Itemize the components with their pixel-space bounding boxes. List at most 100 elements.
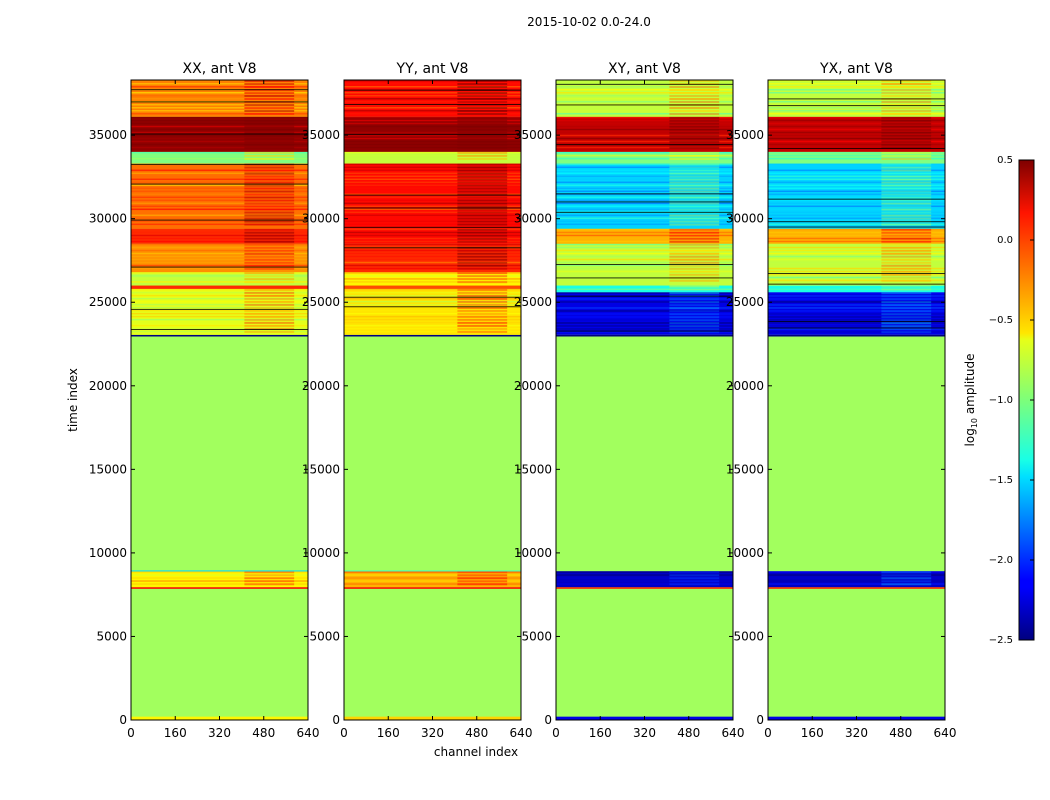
colorbar-tick-label: 0.5 <box>997 155 1013 166</box>
y-tick-label: 5000 <box>733 629 764 643</box>
y-tick-label: 30000 <box>726 212 764 226</box>
y-tick-label: 20000 <box>302 379 340 393</box>
colorbar-tick-label: −2.5 <box>989 635 1013 646</box>
heatmap-band <box>131 570 308 572</box>
heatmap-band <box>556 285 733 293</box>
y-tick-label: 35000 <box>514 128 552 142</box>
y-tick-label: 10000 <box>514 546 552 560</box>
x-tick-label: 320 <box>208 726 231 740</box>
heatmap-band <box>131 571 308 588</box>
heatmap-band <box>768 587 945 589</box>
x-tick-label: 480 <box>465 726 488 740</box>
x-tick-label: 160 <box>164 726 187 740</box>
y-tick-label: 10000 <box>726 546 764 560</box>
x-tick-label: 320 <box>421 726 444 740</box>
y-tick-label: 30000 <box>89 212 127 226</box>
x-tick-label: 0 <box>764 726 772 740</box>
y-tick-label: 35000 <box>302 128 340 142</box>
x-tick-label: 0 <box>127 726 135 740</box>
panel-title: XY, ant V8 <box>608 61 681 77</box>
panel-title: YY, ant V8 <box>396 61 469 77</box>
colorbar-tick-label: −1.0 <box>989 395 1013 406</box>
heatmap-band <box>131 151 308 164</box>
y-tick-label: 25000 <box>302 295 340 309</box>
y-tick-label: 5000 <box>521 629 552 643</box>
y-axis-label: time index <box>66 368 80 432</box>
heatmap-band <box>344 151 521 164</box>
heatmap-band <box>344 80 521 117</box>
heatmap-band <box>344 571 521 588</box>
heatmap-band <box>556 163 733 229</box>
heatmap-band <box>344 228 521 244</box>
heatmap-band <box>344 334 521 337</box>
y-tick-label: 30000 <box>514 212 552 226</box>
y-tick-label: 15000 <box>514 462 552 476</box>
heatmap-band <box>131 587 308 589</box>
x-tick-label: 320 <box>633 726 656 740</box>
colorbar-ticks: 0.5 0.0 −0.5 −1.0 −1.5 −2.0 −2.5 <box>989 155 1034 646</box>
panel-title: XX, ant V8 <box>183 61 257 77</box>
x-tick-label: 640 <box>934 726 957 740</box>
heatmap-band <box>768 292 945 335</box>
x-tick-label: 0 <box>340 726 348 740</box>
x-tick-label: 160 <box>377 726 400 740</box>
heatmap-band <box>344 587 521 589</box>
heatmap-band <box>768 116 945 152</box>
panels: XX, ant V8 0 160 320 480 640 0 5000 10000 15000 20… <box>89 61 957 740</box>
heatmap-band <box>556 80 733 117</box>
heatmap-band <box>556 243 733 286</box>
heatmap-band <box>131 243 308 273</box>
y-tick-label: 30000 <box>302 212 340 226</box>
y-tick-label: 15000 <box>89 462 127 476</box>
heatmap-band <box>131 80 308 117</box>
heatmap-band <box>556 571 733 588</box>
y-tick-label: 25000 <box>89 295 127 309</box>
y-tick-label: 0 <box>119 713 127 727</box>
heatmap-band <box>556 116 733 152</box>
y-tick-label: 35000 <box>89 128 127 142</box>
heatmap-band <box>344 288 521 335</box>
heatmap-band <box>768 163 945 229</box>
y-tick-label: 0 <box>756 713 764 727</box>
y-tick-label: 0 <box>332 713 340 727</box>
heatmap-band <box>131 163 308 229</box>
heatmap-band <box>344 570 521 572</box>
x-tick-label: 640 <box>297 726 320 740</box>
figure-title: 2015-10-02 0.0-24.0 <box>527 15 651 29</box>
panel-title: YX, ant V8 <box>819 61 893 77</box>
y-tick-label: 5000 <box>309 629 340 643</box>
heatmap-band <box>768 285 945 293</box>
heatmap-band <box>131 228 308 244</box>
panel-1: XX, ant V8 0 160 320 480 640 0 5000 10000 15000 20… <box>89 61 320 740</box>
heatmap-band <box>556 151 733 164</box>
panel-2: YY, ant V8 0 160 320 480 640 0 5000 10000 15000 20… <box>302 61 533 740</box>
heatmap-band <box>768 571 945 588</box>
heatmap-band <box>768 80 945 117</box>
x-tick-label: 640 <box>510 726 533 740</box>
x-tick-label: 640 <box>722 726 745 740</box>
y-tick-label: 10000 <box>89 546 127 560</box>
x-tick-label: 480 <box>677 726 700 740</box>
y-tick-label: 20000 <box>89 379 127 393</box>
x-tick-label: 320 <box>845 726 868 740</box>
heatmap-band <box>131 288 308 335</box>
heatmap-band <box>556 334 733 337</box>
heatmap-band <box>344 285 521 289</box>
x-tick-label: 160 <box>589 726 612 740</box>
y-tick-label: 10000 <box>302 546 340 560</box>
x-tick-label: 480 <box>889 726 912 740</box>
y-tick-label: 20000 <box>726 379 764 393</box>
heatmap-band <box>768 243 945 286</box>
heatmap-band <box>556 587 733 589</box>
colorbar-tick-label: 0.0 <box>997 235 1013 246</box>
y-tick-label: 20000 <box>514 379 552 393</box>
y-tick-label: 15000 <box>726 462 764 476</box>
y-tick-label: 15000 <box>302 462 340 476</box>
y-tick-label: 35000 <box>726 128 764 142</box>
heatmap-band <box>344 272 521 286</box>
heatmap-band <box>768 334 945 337</box>
x-tick-label: 480 <box>252 726 275 740</box>
heatmap-band <box>768 151 945 164</box>
y-tick-label: 25000 <box>726 295 764 309</box>
